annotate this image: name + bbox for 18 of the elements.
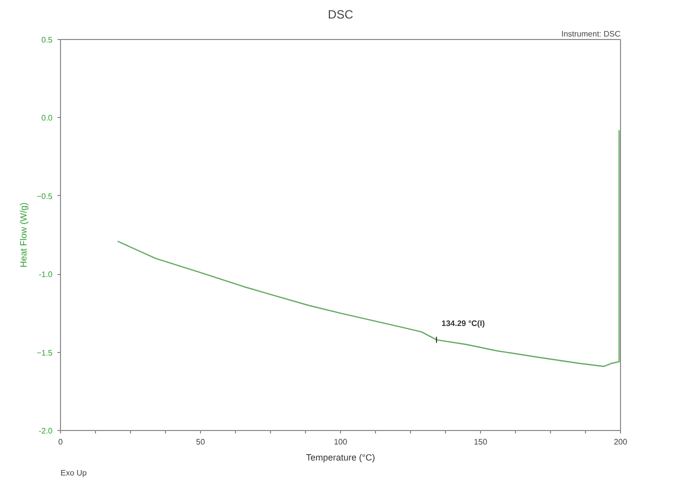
text: Instrument: DSC	[561, 30, 621, 38]
y-tick-label: 0.5	[41, 36, 54, 44]
y-tick-label: −1.5	[36, 348, 54, 358]
annotation: 134.29 °C(I)	[442, 318, 486, 328]
y-tick-label: 0.0	[41, 114, 54, 123]
y-tick-label: -1.0	[38, 270, 54, 280]
x-tick-label: 100	[334, 438, 348, 446]
y-tick-label: -2.0	[38, 426, 54, 436]
chart-title: DSC	[328, 8, 354, 22]
x-axis-title: Temperature (°C)	[306, 452, 376, 462]
x-tick-label: 150	[474, 438, 488, 446]
x-tick-label: 50	[196, 438, 206, 446]
y-tick-label: −0.5	[36, 192, 54, 201]
line-series	[117, 130, 620, 367]
y-axis-title: Heat Flow (W/g)	[18, 202, 29, 268]
x-tick-label: 200	[614, 438, 628, 446]
x-tick-label: 0	[58, 438, 64, 446]
text: Exo Up	[60, 468, 88, 478]
